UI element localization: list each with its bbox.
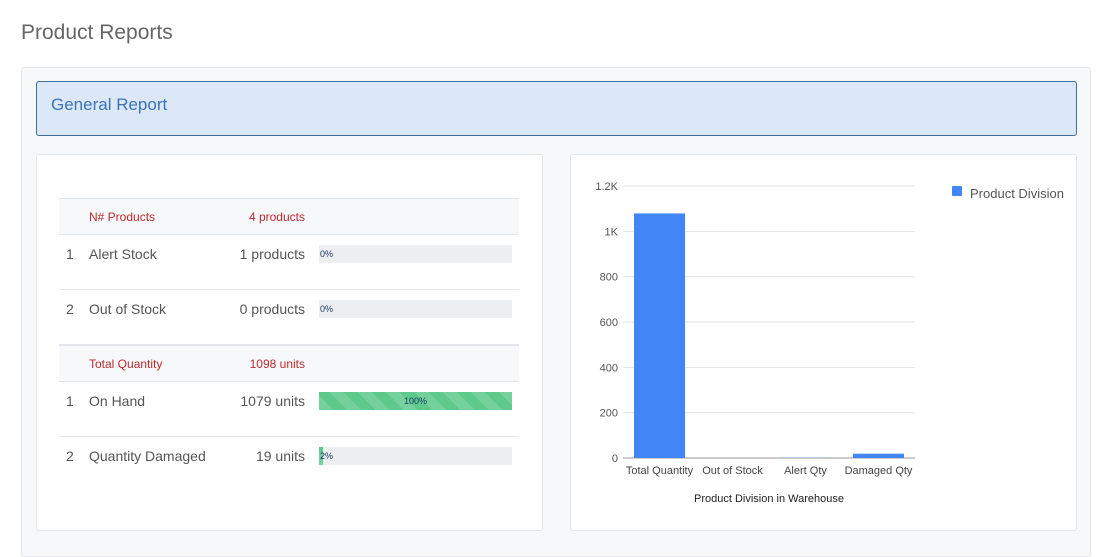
progress-bar: 0%: [319, 245, 512, 263]
progress-label: 2%: [320, 451, 333, 461]
row-value: 19 units: [256, 448, 305, 464]
progress-bar: 2%: [319, 447, 512, 465]
x-tick-label: Alert Qty: [784, 465, 827, 477]
y-tick-label: 1.2K: [595, 181, 618, 193]
row-label: Quantity Damaged: [89, 448, 206, 464]
banner-title: General Report: [51, 95, 167, 115]
table-row: 2 Quantity Damaged 19 units 2%: [59, 437, 519, 492]
group-value: 4 products: [249, 210, 305, 224]
group-value: 1098 units: [250, 357, 305, 371]
table-row: 2 Out of Stock 0 products 0%: [59, 290, 519, 345]
chart-card: 0 200 400 600 800 1K 1.2K Total Quantity Out of …: [570, 154, 1077, 531]
row-number: 1: [66, 246, 74, 262]
progress-bar: 100%: [319, 392, 512, 410]
general-report-banner: General Report: [36, 81, 1077, 136]
progress-label: 0%: [320, 249, 333, 259]
bar-chart: 0 200 400 600 800 1K 1.2K Total Quantity Out of …: [571, 155, 1078, 532]
row-value: 0 products: [240, 301, 305, 317]
table-group-header: N# Products 4 products: [59, 198, 519, 235]
row-label: On Hand: [89, 393, 145, 409]
y-tick-label: 400: [600, 362, 618, 374]
table-row: 1 On Hand 1079 units 100%: [59, 382, 519, 437]
progress-label: 0%: [320, 304, 333, 314]
row-number: 2: [66, 448, 74, 464]
y-tick-label: 0: [612, 453, 618, 465]
page-title: Product Reports: [21, 21, 173, 45]
row-label: Out of Stock: [89, 301, 166, 317]
legend-label: Product Division: [970, 186, 1064, 201]
bar-damaged-qty: [853, 454, 904, 458]
progress-label: 100%: [319, 396, 512, 406]
group-label: N# Products: [89, 210, 155, 224]
y-tick-label: 800: [600, 272, 618, 284]
y-tick-label: 600: [600, 317, 618, 329]
y-tick-label: 200: [600, 408, 618, 420]
row-value: 1 products: [240, 246, 305, 262]
row-value: 1079 units: [240, 393, 305, 409]
progress-bar: 0%: [319, 300, 512, 318]
table-row: 1 Alert Stock 1 products 0%: [59, 235, 519, 290]
bar-total-quantity: [634, 213, 685, 458]
row-number: 1: [66, 393, 74, 409]
x-tick-label: Out of Stock: [702, 465, 763, 477]
x-axis-title: Product Division in Warehouse: [694, 493, 844, 505]
stats-table: N# Products 4 products 1 Alert Stock 1 produ…: [59, 198, 519, 492]
x-tick-label: Total Quantity: [626, 465, 694, 477]
legend-swatch: [952, 186, 962, 196]
group-label: Total Quantity: [89, 357, 162, 371]
row-number: 2: [66, 301, 74, 317]
x-tick-label: Damaged Qty: [845, 465, 913, 477]
table-group-header: Total Quantity 1098 units: [59, 345, 519, 382]
row-label: Alert Stock: [89, 246, 157, 262]
y-tick-label: 1K: [605, 226, 619, 238]
